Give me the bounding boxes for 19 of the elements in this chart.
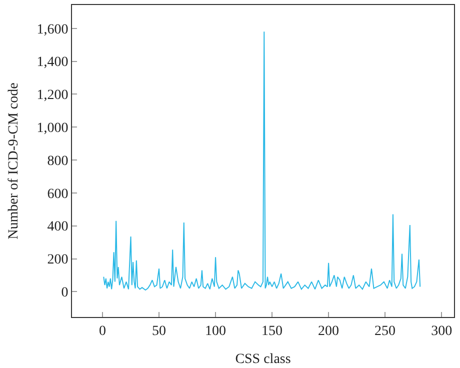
y-tick-label: 0 [61, 286, 68, 301]
y-tick-label: 200 [47, 252, 68, 268]
x-tick-label: 300 [431, 324, 452, 339]
x-axis-title: CSS class [235, 352, 291, 368]
y-tick-label: 800 [47, 154, 68, 169]
y-axis-title: Number of ICD-9-CM code [6, 82, 22, 240]
y-tick-label: 400 [47, 220, 68, 235]
x-tick-label: 200 [318, 324, 340, 339]
y-tick-label: 1,200 [36, 88, 68, 104]
x-tick-label: 0 [99, 324, 106, 339]
y-tick-label: 1,600 [36, 22, 68, 38]
line-series [103, 31, 421, 291]
x-tick-label: 150 [262, 324, 283, 339]
y-tick-label: 1,400 [36, 55, 68, 70]
y-tick-label: 600 [47, 186, 68, 202]
y-tick-label: 1,000 [36, 121, 68, 136]
x-tick-label: 50 [152, 324, 166, 339]
x-tick-label: 250 [374, 324, 396, 339]
x-tick-label: 100 [205, 324, 226, 339]
